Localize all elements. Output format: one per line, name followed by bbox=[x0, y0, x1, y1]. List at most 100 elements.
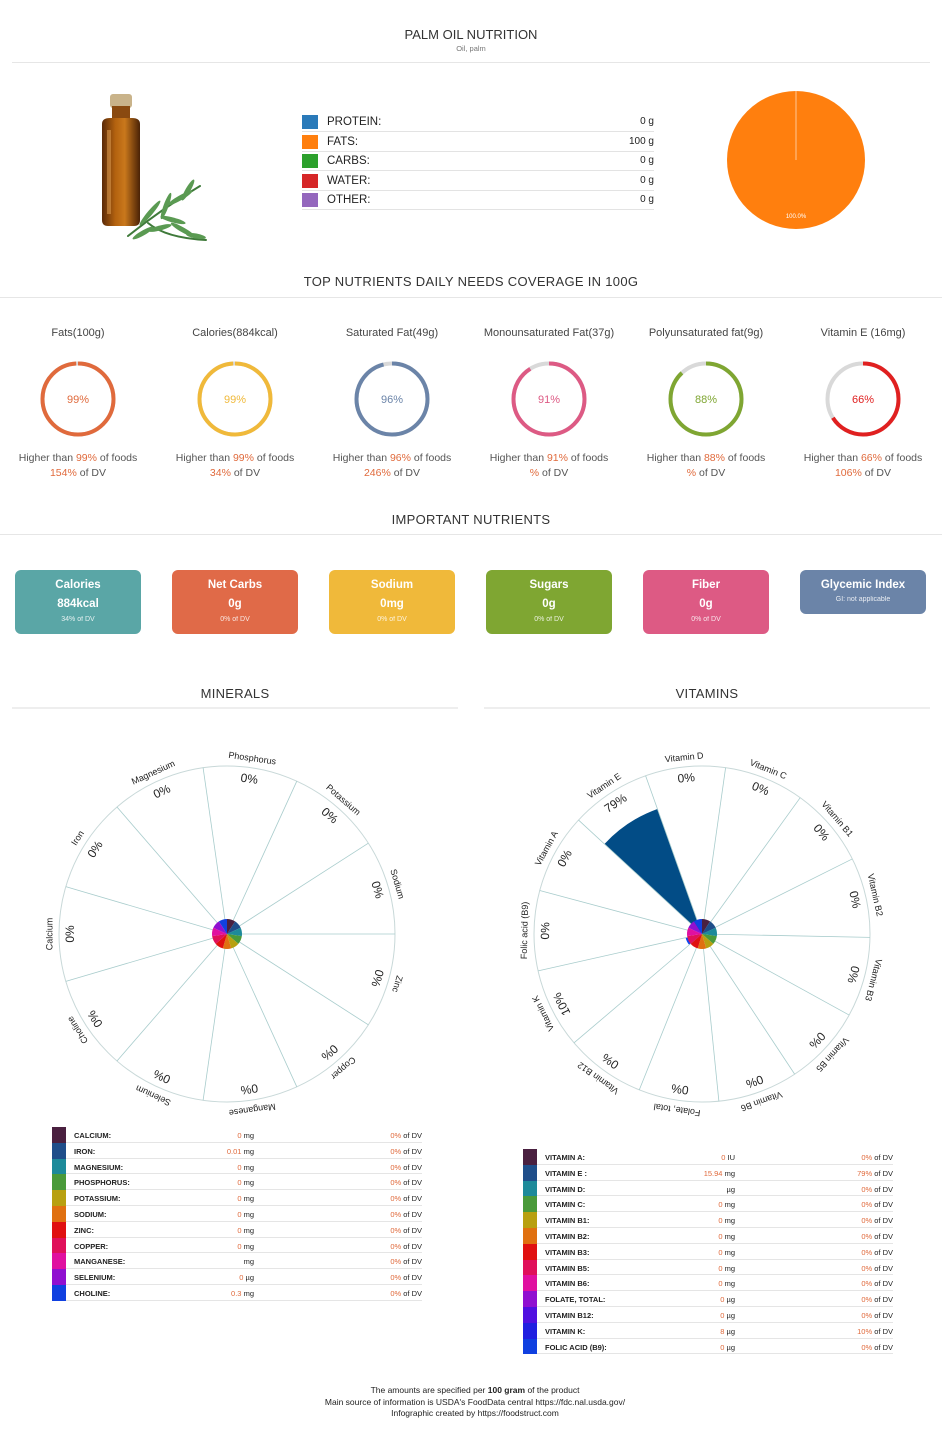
table-amount: 0 µg bbox=[720, 1295, 735, 1305]
table-amount: 0 mg bbox=[237, 1194, 254, 1204]
coverage-ring: 91% bbox=[511, 361, 587, 437]
table-swatch bbox=[523, 1338, 537, 1355]
macro-label: OTHER: bbox=[327, 194, 371, 206]
coverage-card: Calories(884kcal) 99% Higher than 99% of f… bbox=[160, 327, 310, 481]
footer-source: Main source of information is USDA's Foo… bbox=[324, 1397, 626, 1407]
table-nutrient-name: SELENIUM: bbox=[74, 1273, 116, 1283]
chart-value-label: 0% bbox=[240, 771, 259, 787]
coverage-card-title: Polyunsaturated fat(9g) bbox=[648, 327, 764, 339]
macro-row: WATER: 0 g bbox=[302, 173, 654, 191]
table-dv-percent: 0% of DV bbox=[390, 1162, 422, 1172]
chart-value-label: 0% bbox=[151, 781, 173, 801]
minerals-title: MINERALS bbox=[200, 686, 270, 701]
chart-value-label: 0% bbox=[84, 838, 105, 860]
table-dv-percent: 0% of DV bbox=[861, 1184, 893, 1194]
coverage-card: Monounsaturated Fat(37g) 91% Higher than 9… bbox=[474, 327, 624, 481]
chart-category-label: Phosphorus bbox=[228, 750, 277, 767]
nutrient-table-row: VITAMIN D: µg 0% of DV bbox=[523, 1180, 893, 1197]
coverage-ring: 96% bbox=[354, 361, 430, 437]
table-amount: 0 mg bbox=[237, 1210, 254, 1219]
table-amount: 0 mg bbox=[718, 1263, 735, 1273]
vitamins-title: VITAMINS bbox=[675, 686, 739, 701]
table-dv-percent: 0% of DV bbox=[861, 1295, 893, 1305]
table-nutrient-name: VITAMIN A: bbox=[545, 1153, 585, 1162]
table-swatch bbox=[52, 1269, 66, 1285]
chart-category-label: Calcium bbox=[44, 918, 54, 951]
chart-value-label: 0% bbox=[239, 1081, 258, 1097]
coverage-ring-label: 66% bbox=[852, 394, 874, 406]
nutrient-table-row: VITAMIN B1: 0 mg 0% of DV bbox=[523, 1212, 893, 1228]
nutrient-box: Fiber 0g 0% of DV bbox=[643, 570, 769, 634]
header-divider bbox=[12, 62, 930, 63]
chart-category-label: Sodium bbox=[388, 868, 406, 900]
nutrient-box-value: 0g bbox=[228, 598, 242, 610]
table-nutrient-name: VITAMIN B5: bbox=[545, 1263, 590, 1273]
table-dv-percent: 0% of DV bbox=[390, 1241, 422, 1251]
table-amount: 0 mg bbox=[718, 1216, 735, 1226]
table-swatch bbox=[52, 1237, 66, 1254]
nutrient-table-row: MAGNESIUM: 0 mg 0% of DV bbox=[52, 1158, 422, 1175]
macro-swatch bbox=[302, 173, 318, 188]
nutrient-table-row: FOLIC ACID (B9): 0 µg 0% of DV bbox=[523, 1338, 893, 1355]
coverage-higher-text: Higher than 91% of foods bbox=[489, 452, 609, 464]
nutrient-table-row: VITAMIN K: 8 µg 10% of DV bbox=[523, 1322, 893, 1339]
table-dv-percent: 0% of DV bbox=[390, 1289, 422, 1298]
table-amount: 0.3 mg bbox=[231, 1289, 254, 1298]
nutrient-box-title: Sodium bbox=[370, 579, 414, 591]
macro-value: 0 g bbox=[640, 116, 654, 127]
chart-value-label: 0% bbox=[744, 1072, 765, 1091]
chart-value-label: 0% bbox=[750, 779, 772, 799]
nutrient-table-row: COPPER: 0 mg 0% of DV bbox=[52, 1237, 422, 1254]
table-swatch bbox=[52, 1285, 66, 1301]
page-title: PALM OIL NUTRITION bbox=[404, 27, 538, 42]
coverage-card-title: Vitamin E (16mg) bbox=[820, 327, 906, 339]
table-swatch bbox=[523, 1228, 537, 1244]
coverage-card-title: Monounsaturated Fat(37g) bbox=[483, 327, 615, 339]
coverage-higher-text: Higher than 66% of foods bbox=[803, 452, 923, 464]
table-swatch bbox=[523, 1212, 537, 1228]
table-swatch bbox=[523, 1322, 537, 1339]
vitamins-polar-chart: Vitamin A0%Vitamin E79%Vitamin D0% Vitami… bbox=[519, 750, 885, 1118]
table-dv-percent: 0% of DV bbox=[390, 1225, 422, 1235]
table-dv-percent: 0% of DV bbox=[390, 1210, 422, 1219]
table-dv-percent: 0% of DV bbox=[861, 1216, 893, 1226]
coverage-higher-text: Higher than 88% of foods bbox=[646, 452, 766, 464]
table-nutrient-name: COPPER: bbox=[74, 1241, 109, 1251]
minerals-polar-chart: Calcium 0%Iron0%Magnesium0%Phosphorus0%Po… bbox=[44, 750, 406, 1118]
table-swatch bbox=[523, 1243, 537, 1260]
coverage-higher-text: Higher than 99% of foods bbox=[175, 452, 295, 464]
coverage-ring: 99% bbox=[197, 361, 273, 437]
nutrient-table-row: VITAMIN B2: 0 mg 0% of DV bbox=[523, 1228, 893, 1244]
nutrient-table-row: MANGANESE: mg 0% of DV bbox=[52, 1253, 422, 1270]
macro-row: CARBS: 0 g bbox=[302, 153, 654, 171]
coverage-ring: 88% bbox=[668, 361, 744, 437]
coverage-dv-text: 246% of DV bbox=[363, 467, 421, 479]
coverage-dv-text: 106% of DV bbox=[834, 467, 892, 479]
chart-value-label: 0% bbox=[151, 1067, 173, 1087]
table-dv-percent: 0% of DV bbox=[390, 1194, 422, 1204]
table-dv-percent: 0% of DV bbox=[390, 1273, 422, 1283]
page-subtitle: Oil, palm bbox=[456, 44, 486, 53]
nutrient-box-value: 0g bbox=[542, 598, 556, 610]
nutrient-table-row: VITAMIN B12: 0 µg 0% of DV bbox=[523, 1307, 893, 1323]
table-dv-percent: 0% of DV bbox=[861, 1311, 893, 1320]
table-swatch bbox=[52, 1142, 66, 1159]
table-dv-percent: 0% of DV bbox=[861, 1263, 893, 1273]
coverage-ring-arc bbox=[825, 361, 901, 437]
table-dv-percent: 0% of DV bbox=[390, 1257, 422, 1267]
coverage-card-title: Fats(100g) bbox=[51, 327, 105, 339]
macro-row: OTHER: 0 g bbox=[302, 192, 654, 210]
table-amount: 8 µg bbox=[720, 1326, 735, 1336]
coverage-dv-text: % of DV bbox=[686, 467, 726, 479]
chart-category-label: Folic acid (B9) bbox=[519, 902, 530, 960]
macro-row: FATS: 100 g bbox=[302, 134, 654, 152]
table-nutrient-name: VITAMIN C: bbox=[545, 1200, 586, 1210]
chart-value-label: 79% bbox=[602, 791, 630, 816]
table-dv-percent: 0% of DV bbox=[861, 1232, 893, 1241]
coverage-dv-text: 34% of DV bbox=[209, 467, 261, 479]
coverage-card: Saturated Fat(49g) 96% Higher than 96% of … bbox=[317, 327, 467, 481]
table-dv-percent: 0% of DV bbox=[861, 1342, 893, 1352]
chart-category-label: Iron bbox=[69, 829, 86, 847]
table-amount: 0 mg bbox=[237, 1131, 254, 1140]
table-amount: 0 mg bbox=[718, 1279, 735, 1289]
